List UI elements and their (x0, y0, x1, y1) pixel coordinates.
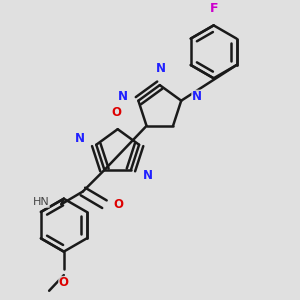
Text: N: N (118, 90, 128, 103)
Text: F: F (209, 2, 218, 15)
Text: O: O (113, 198, 123, 211)
Text: O: O (59, 276, 69, 290)
Text: N: N (75, 132, 85, 146)
Text: N: N (156, 62, 166, 75)
Text: N: N (192, 90, 202, 103)
Text: O: O (112, 106, 122, 119)
Text: HN: HN (32, 197, 49, 207)
Text: N: N (142, 169, 153, 182)
